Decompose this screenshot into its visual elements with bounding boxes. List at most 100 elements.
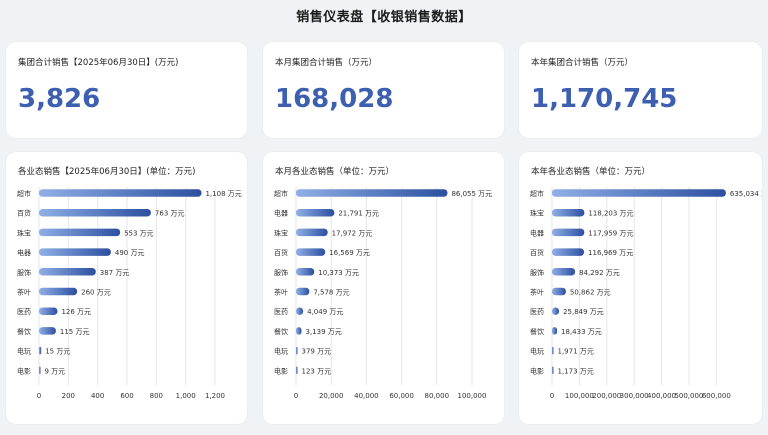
bar[interactable] [296,287,310,296]
category-label: 电器 [274,209,288,218]
chart-card-daily-by-format: 各业态销售【2025年06月30日】(单位：万元) 0 200 400 600 800 1… [6,152,247,424]
kpi-card-year-total: 本年集团合计销售（万元） 1,170,745 [519,42,762,138]
bar[interactable] [552,189,726,197]
bar[interactable] [39,228,121,237]
category-label: 医药 [17,307,31,316]
data-label: 1,173 万元 [558,367,594,375]
category-label: 电玩 [274,347,288,356]
bar[interactable] [296,366,298,375]
bar[interactable] [39,327,56,335]
data-label: 3,139 万元 [306,328,342,336]
bar[interactable] [296,268,315,276]
kpi-card-daily-total: 集团合计销售【2025年06月30日】(万元) 3,826 [6,42,247,138]
bar[interactable] [552,287,566,296]
bar[interactable] [296,208,335,217]
category-label: 茶叶 [274,288,288,297]
chart-title: 本月各业态销售（单位：万元） [275,167,395,177]
bar[interactable] [296,228,328,237]
bar[interactable] [552,248,585,256]
bar[interactable] [552,346,554,355]
data-label: 490 万元 [115,249,145,257]
category-label: 服饰 [530,268,544,277]
data-label: 123 万元 [302,367,332,375]
category-label: 茶叶 [17,288,31,297]
bar[interactable] [552,366,554,375]
category-label: 电玩 [17,347,31,356]
chart-card-year-by-format: 本年各业态销售（单位：万元） 0 100,000 200,000 300,000 400… [519,152,762,424]
data-label: 387 万元 [100,269,130,277]
category-label: 服饰 [274,268,288,277]
data-label: 10,373 万元 [318,269,359,277]
data-label: 9 万元 [45,367,66,375]
bar[interactable] [39,346,42,355]
bar[interactable] [39,268,96,276]
category-label: 餐饮 [530,327,544,336]
bar-chart-month: 0 20,000 40,000 60,000 80,000 100,000 超市 86,055… [274,187,492,400]
category-label: 珠宝 [17,228,31,237]
category-label: 百货 [17,209,31,218]
data-label: 118,203 万元 [588,210,633,218]
bar[interactable] [39,366,41,375]
data-label: 25,849 万元 [563,308,604,316]
x-tick-label: 0 [294,392,298,400]
bar[interactable] [296,346,298,355]
data-label: 86,055 万元 [451,190,492,198]
bar-chart-year: 0 100,000200,000300,000400,000500,000600,… [530,187,762,400]
bar[interactable] [552,268,576,276]
category-label: 电器 [17,248,31,257]
category-label: 珠宝 [530,209,544,218]
bar[interactable] [552,327,558,335]
category-label: 医药 [274,307,288,316]
x-tick-label: 600 [120,392,133,400]
data-label: 7,578 万元 [313,289,349,297]
kpi-label: 集团合计销售【2025年06月30日】(万元) [18,58,179,68]
data-label: 16,569 万元 [329,249,370,257]
chart-title: 本年各业态销售（单位：万元） [531,167,651,177]
x-tick-label: 200,000 [592,392,621,400]
data-label: 553 万元 [124,229,154,237]
x-tick-label: 400,000 [647,392,676,400]
x-tick-label: 800 [150,392,163,400]
x-tick-label: 400 [91,392,104,400]
bar[interactable] [552,208,585,217]
data-label: 50,862 万元 [570,289,611,297]
chart-card-month-by-format: 本月各业态销售（单位：万元） 0 20,000 40,000 60,000 80,000… [263,152,504,424]
x-tick-label: 100,000 [565,392,594,400]
bar[interactable] [39,208,151,217]
bar[interactable] [296,248,326,256]
bar[interactable] [39,189,202,197]
data-label: 763 万元 [155,210,185,218]
x-tick-label: 40,000 [354,392,379,400]
category-label: 电影 [530,366,544,375]
x-tick-label: 200 [62,392,75,400]
category-label: 餐饮 [17,327,31,336]
category-label: 餐饮 [274,327,288,336]
bar[interactable] [39,287,78,296]
category-label: 医药 [530,307,544,316]
bar[interactable] [296,307,304,315]
x-tick-label: 0 [37,392,41,400]
bar[interactable] [39,248,111,256]
x-tick-label: 1,200 [205,392,225,400]
kpi-value: 3,826 [18,84,101,114]
bar[interactable] [296,189,448,197]
x-tick-label: 600,000 [702,392,731,400]
category-label: 珠宝 [274,228,288,237]
data-label: 116,969 万元 [588,249,633,257]
data-label: 1,971 万元 [558,348,594,356]
bar[interactable] [296,327,302,335]
x-tick-label: 0 [550,392,554,400]
bar[interactable] [552,307,560,315]
bar[interactable] [39,307,58,315]
x-tick-label: 1,000 [176,392,196,400]
x-tick-label: 20,000 [319,392,344,400]
x-tick-label: 500,000 [674,392,703,400]
bar[interactable] [552,228,585,237]
data-label: 17,972 万元 [332,229,373,237]
kpi-value: 168,028 [275,84,394,114]
x-tick-label: 60,000 [389,392,414,400]
chart-title: 各业态销售【2025年06月30日】(单位：万元) [18,167,196,177]
data-label: 115 万元 [60,328,90,336]
category-label: 电器 [530,228,544,237]
